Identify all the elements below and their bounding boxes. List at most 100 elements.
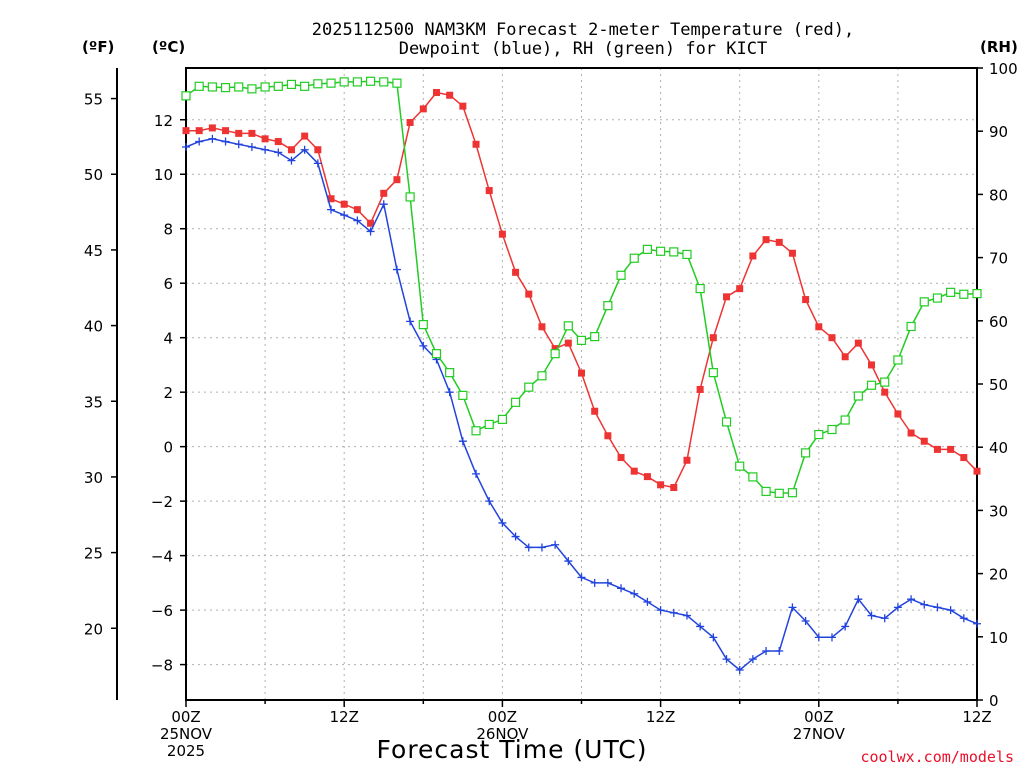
time-tick-label: 27NOV	[793, 725, 846, 743]
data-point	[525, 290, 533, 298]
data-point	[194, 81, 204, 91]
data-point	[247, 84, 257, 94]
data-point	[590, 578, 599, 587]
time-tick-label: 12Z	[330, 708, 359, 726]
fahrenheit-axis: 55 50 45 40 35 30 25 20	[84, 68, 118, 700]
credit-text: coolwx.com/models	[860, 748, 1014, 766]
data-point	[815, 323, 823, 331]
data-point	[670, 484, 678, 492]
data-point	[893, 355, 903, 365]
celsius-tick-label: 4	[163, 330, 173, 348]
data-point	[709, 633, 718, 642]
data-point	[748, 472, 758, 482]
data-point	[853, 391, 863, 401]
data-point	[247, 143, 256, 151]
data-point	[880, 377, 890, 387]
data-point	[261, 135, 269, 143]
data-point	[340, 200, 348, 208]
data-point	[195, 137, 204, 146]
celsius-tick-label: 12	[154, 112, 173, 130]
data-point	[484, 419, 494, 430]
data-point	[182, 143, 190, 151]
rh-tick-label: 10	[989, 629, 1008, 647]
fahrenheit-tick-label: 30	[84, 469, 103, 487]
data-point	[195, 127, 203, 135]
rh-unit-label: (RH)	[980, 38, 1018, 56]
data-point	[827, 424, 837, 435]
rh-tick-label: 40	[989, 439, 1008, 457]
series-dewpoint	[182, 134, 981, 675]
data-point	[973, 619, 981, 628]
fahrenheit-unit-label: (ºF)	[82, 38, 114, 56]
time-tick-label: 25NOV	[160, 725, 213, 743]
data-point	[787, 488, 798, 498]
data-point	[801, 448, 811, 458]
time-tick-label: 00Z	[171, 708, 200, 726]
data-point	[947, 445, 955, 453]
fahrenheit-tick-label: 55	[84, 91, 103, 109]
data-point	[814, 429, 824, 440]
data-point	[748, 655, 757, 664]
data-point	[405, 192, 415, 202]
data-point	[788, 603, 797, 612]
data-point	[907, 595, 916, 604]
data-point	[564, 339, 572, 347]
data-point	[419, 105, 427, 113]
plot-border	[185, 67, 978, 701]
data-point	[234, 140, 243, 149]
data-point	[603, 301, 613, 311]
celsius-tick-label: 0	[163, 439, 173, 457]
data-point	[221, 137, 230, 146]
celsius-unit-label: (ºC)	[152, 38, 185, 56]
data-point	[708, 368, 718, 378]
data-point	[603, 578, 612, 587]
data-point	[881, 388, 889, 396]
data-point	[524, 543, 533, 552]
data-point	[577, 573, 586, 582]
data-point	[801, 617, 810, 625]
data-point	[868, 361, 876, 369]
data-point	[352, 77, 362, 87]
data-point	[261, 145, 270, 154]
data-point	[578, 369, 585, 377]
data-point	[208, 134, 217, 143]
data-point	[721, 417, 732, 427]
data-point	[207, 82, 217, 92]
data-point	[920, 437, 928, 445]
data-point	[314, 146, 322, 154]
data-point	[273, 81, 283, 91]
data-point	[234, 82, 244, 92]
data-point	[761, 486, 771, 497]
fahrenheit-tick-label: 35	[84, 393, 103, 411]
data-point	[445, 388, 454, 397]
celsius-tick-label: −8	[151, 657, 173, 675]
data-point	[392, 265, 401, 274]
data-point	[445, 368, 455, 378]
rh-tick-label: 90	[989, 123, 1008, 141]
celsius-tick-label: −6	[151, 602, 173, 620]
data-point	[919, 297, 929, 307]
series-layer	[181, 76, 982, 675]
series-2-meter-temperature	[182, 89, 981, 492]
data-point	[274, 148, 283, 157]
data-point	[485, 497, 494, 506]
data-point	[946, 606, 955, 615]
data-point	[208, 124, 216, 132]
data-point	[365, 76, 376, 86]
data-point	[471, 426, 481, 436]
data-point	[576, 335, 587, 345]
data-point	[181, 91, 191, 101]
data-point	[762, 236, 770, 244]
data-point	[616, 270, 626, 280]
data-point	[313, 79, 323, 89]
data-point	[840, 415, 850, 425]
data-point	[866, 380, 877, 390]
data-point	[327, 205, 336, 214]
data-point	[286, 79, 297, 90]
data-point	[287, 146, 295, 154]
rh-tick-label: 80	[989, 186, 1008, 204]
fahrenheit-tick-label: 25	[84, 545, 103, 563]
data-point	[590, 332, 600, 342]
data-point	[300, 81, 310, 91]
